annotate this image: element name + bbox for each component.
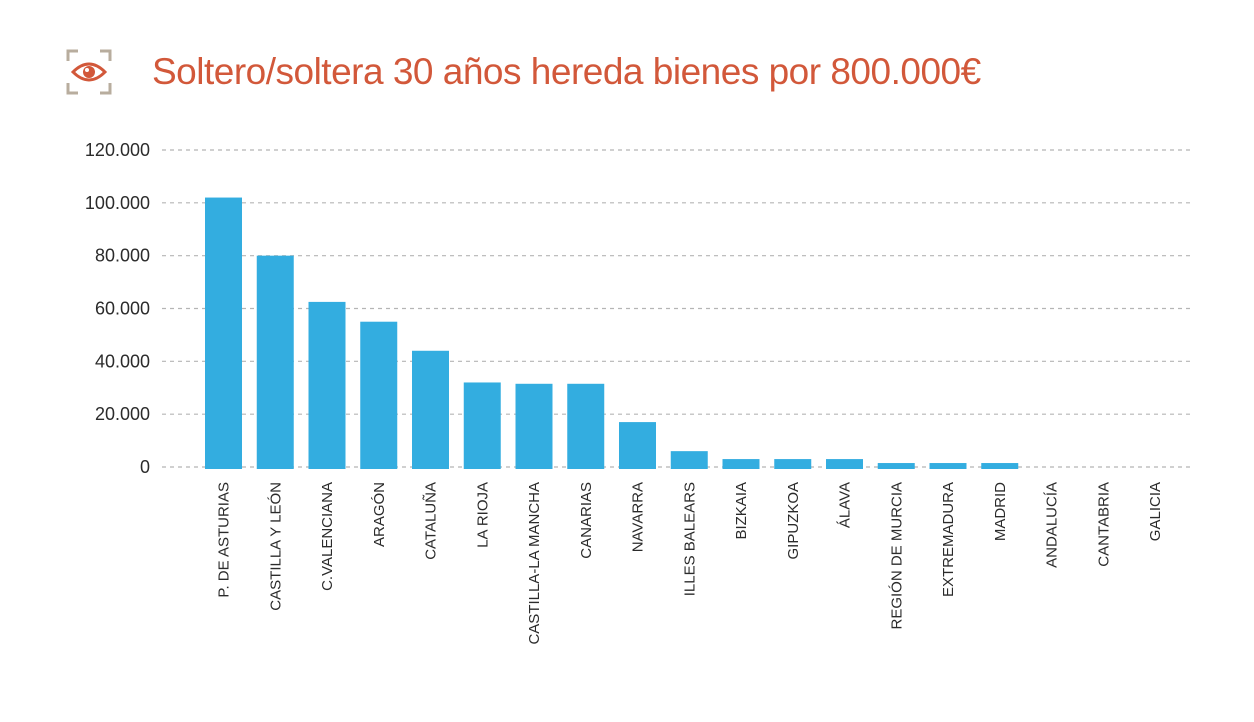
bar <box>877 463 915 469</box>
bar <box>308 301 346 469</box>
y-axis: 0 20.000 40.000 60.000 80.000 100.000 120.000 <box>85 140 150 477</box>
x-tick-label: CANARIAS <box>578 482 595 559</box>
x-tick-label: CANTABRIA <box>1095 482 1112 567</box>
bar <box>205 197 242 470</box>
x-tick-label: ARAGÓN <box>371 482 388 547</box>
bar <box>256 255 294 469</box>
x-tick-label: NAVARRA <box>630 482 647 552</box>
y-tick-label: 0 <box>140 457 150 477</box>
x-tick-label: EXTREMADURA <box>940 482 957 597</box>
bar <box>360 321 398 469</box>
bar <box>670 451 708 469</box>
x-tick-label: C.VALENCIANA <box>319 482 336 591</box>
x-tick-label: REGIÓN DE MURCIA <box>888 482 905 630</box>
bar <box>722 459 760 469</box>
x-tick-label: ILLES BALEARS <box>681 482 698 596</box>
x-tick-label: CASTILLA Y LEÓN <box>267 482 284 611</box>
bar <box>929 463 967 469</box>
y-tick-label: 40.000 <box>95 351 150 371</box>
x-tick-label: GIPUZKOA <box>785 482 802 560</box>
bar <box>826 459 863 469</box>
x-tick-label: CASTILLA-LA MANCHA <box>526 482 543 645</box>
eye-icon <box>66 49 112 95</box>
bar <box>774 459 812 469</box>
chart-header: Soltero/soltera 30 años hereda bienes po… <box>66 44 981 100</box>
y-tick-label: 120.000 <box>85 140 150 160</box>
bar <box>412 350 449 469</box>
x-tick-label: GALICIA <box>1147 482 1164 541</box>
bar <box>619 422 656 469</box>
y-tick-label: 60.000 <box>95 299 150 319</box>
x-tick-label: ANDALUCÍA <box>1044 482 1061 568</box>
x-tick-label: MADRID <box>992 482 1009 541</box>
x-tick-label: P. DE ASTURIAS <box>216 482 233 598</box>
x-tick-label: LA RIOJA <box>474 482 491 548</box>
bar <box>515 383 553 469</box>
chart-title: Soltero/soltera 30 años hereda bienes po… <box>152 51 981 92</box>
y-tick-label: 100.000 <box>85 193 150 213</box>
x-tick-label: ÁLAVA <box>837 482 854 528</box>
bar <box>567 383 605 469</box>
bar <box>463 382 501 469</box>
y-tick-label: 80.000 <box>95 246 150 266</box>
x-tick-label: BIZKAIA <box>733 482 750 540</box>
x-axis: P. DE ASTURIAS CASTILLA Y LEÓN C.VALENCIAN… <box>216 482 1165 645</box>
bars <box>205 197 1019 470</box>
x-tick-label: CATALUÑA <box>423 482 440 560</box>
bar <box>981 463 1019 469</box>
bar-chart: 020.00040.00060.00080.000100.000120.000 … <box>85 140 1194 645</box>
y-tick-label: 20.000 <box>95 404 150 424</box>
